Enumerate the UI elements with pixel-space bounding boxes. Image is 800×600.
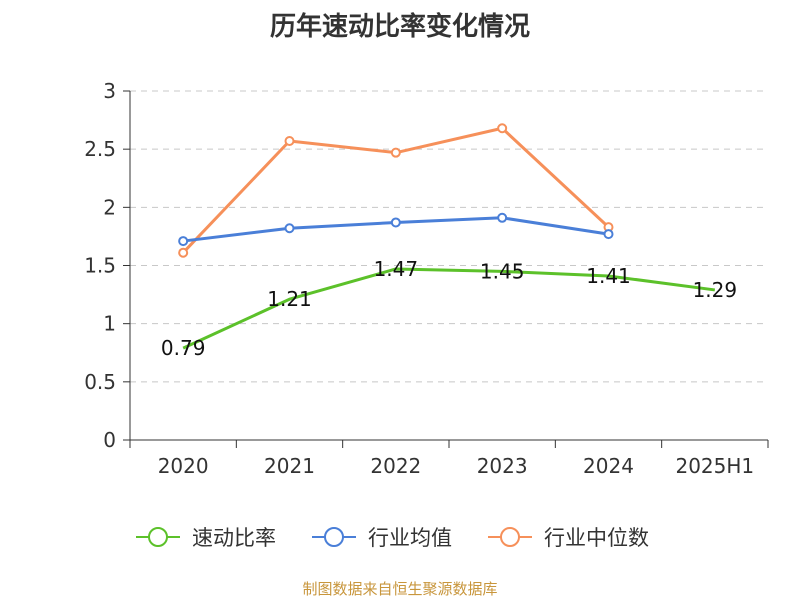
y-tick-label: 0.5 — [84, 370, 116, 394]
data-label: 1.29 — [693, 278, 738, 302]
legend-marker — [324, 527, 344, 547]
y-tick-label: 1.5 — [84, 254, 116, 278]
series-line — [182, 267, 716, 350]
y-tick-label: 0 — [103, 428, 116, 452]
x-tick-label: 2025H1 — [675, 454, 754, 478]
chart-title: 历年速动比率变化情况 — [269, 12, 530, 42]
axes: 0 0.5 1 1.5 2 2.5 3 2020 2021 2022 2023 2024 2025H1 — [84, 79, 769, 478]
series-point — [178, 236, 189, 247]
legend[interactable]: 速动比率 行业均值 行业中位数 — [136, 526, 649, 550]
x-tick-label: 2020 — [158, 454, 209, 478]
data-label: 1.21 — [267, 287, 312, 311]
y-tick-label: 3 — [103, 79, 116, 103]
series-point — [497, 212, 508, 223]
legend-marker — [500, 527, 520, 547]
source-note: 制图数据来自恒生聚源数据库 — [302, 580, 498, 598]
x-tick-label: 2021 — [264, 454, 315, 478]
legend-item[interactable]: 速动比率 — [136, 526, 276, 550]
data-label: 1.41 — [586, 264, 631, 288]
data-label: 1.45 — [480, 259, 525, 283]
series-point — [497, 123, 508, 134]
series-point — [284, 136, 295, 147]
series-layer — [178, 123, 716, 350]
series-point — [390, 147, 401, 158]
y-tick-label: 2.5 — [84, 137, 116, 161]
y-tick-label: 2 — [103, 195, 116, 219]
x-tick-label: 2023 — [477, 454, 528, 478]
series-point — [603, 229, 614, 240]
x-tick-label: 2022 — [370, 454, 421, 478]
legend-label: 速动比率 — [192, 526, 276, 550]
x-tick-label: 2024 — [583, 454, 634, 478]
data-labels: 0.79 1.21 1.47 1.45 1.41 1.29 — [161, 257, 737, 360]
data-label: 0.79 — [161, 336, 206, 360]
grid-lines — [130, 90, 768, 383]
series-point — [284, 223, 295, 234]
legend-item[interactable]: 行业中位数 — [488, 526, 649, 550]
series-point — [178, 247, 189, 258]
legend-item[interactable]: 行业均值 — [312, 526, 452, 550]
series-point — [390, 217, 401, 228]
legend-label: 行业中位数 — [544, 526, 649, 550]
legend-marker — [148, 527, 168, 547]
data-label: 1.47 — [374, 257, 419, 281]
y-tick-label: 1 — [103, 312, 116, 336]
legend-label: 行业均值 — [368, 526, 452, 550]
